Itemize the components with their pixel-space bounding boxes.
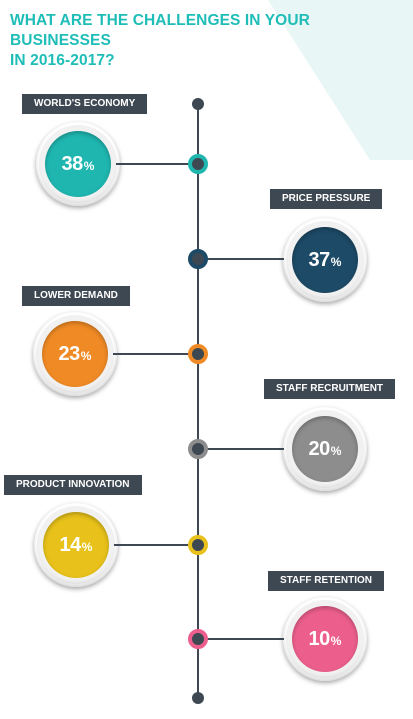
connector-staff-recruitment [206, 448, 284, 450]
challenge-circle-price-pressure: 37% [283, 218, 367, 302]
percentage-unit: % [330, 444, 342, 458]
percentage-disc: 23% [42, 321, 108, 387]
challenge-circle-lower-demand: 23% [33, 312, 117, 396]
timeline-line [197, 103, 199, 698]
connector-lower-demand [113, 353, 190, 355]
timeline-node-product-innovation [188, 535, 208, 555]
percentage-disc: 38% [45, 131, 111, 197]
timeline-node-staff-retention [188, 629, 208, 649]
percentage-unit: % [80, 349, 92, 363]
challenge-label-product-innovation: PRODUCT INNOVATION [4, 475, 142, 495]
percentage-value: 38 [61, 152, 84, 175]
timeline-node-lower-demand [188, 344, 208, 364]
timeline-node-price-pressure [188, 249, 208, 269]
percentage-value: 20 [308, 437, 331, 460]
challenge-label-staff-recruitment: STAFF RECRUITMENT [264, 379, 396, 399]
timeline-node-worlds-economy [188, 154, 208, 174]
percentage-disc: 37% [292, 227, 358, 293]
challenge-label-price-pressure: PRICE PRESSURE [270, 189, 383, 209]
percentage-unit: % [330, 634, 342, 648]
connector-staff-retention [206, 638, 284, 640]
background-accent-polygon [268, 0, 413, 160]
percentage-unit: % [330, 255, 342, 269]
page-title: WHAT ARE THE CHALLENGES IN YOUR BUSINESS… [10, 11, 405, 71]
challenge-circle-product-innovation: 14% [34, 503, 118, 587]
connector-price-pressure [206, 258, 284, 260]
timeline-start-dot [192, 98, 204, 110]
timeline-end-dot [192, 692, 204, 704]
title-line-2: IN 2016-2017? [10, 52, 115, 69]
percentage-unit: % [83, 159, 95, 173]
percentage-disc: 20% [292, 416, 358, 482]
challenge-label-staff-retention: STAFF RETENTION [268, 571, 385, 591]
challenge-circle-worlds-economy: 38% [36, 122, 120, 206]
title-line-1: WHAT ARE THE CHALLENGES IN YOUR BUSINESS… [10, 12, 310, 49]
connector-product-innovation [114, 544, 190, 546]
challenge-circle-staff-recruitment: 20% [283, 407, 367, 491]
timeline-node-staff-recruitment [188, 439, 208, 459]
connector-worlds-economy [116, 163, 190, 165]
percentage-value: 10 [308, 627, 331, 650]
percentage-value: 23 [58, 342, 81, 365]
percentage-unit: % [81, 540, 93, 554]
percentage-value: 37 [308, 248, 331, 271]
challenge-label-lower-demand: LOWER DEMAND [22, 286, 130, 306]
challenge-label-worlds-economy: WORLD'S ECONOMY [22, 94, 148, 114]
percentage-disc: 14% [43, 512, 109, 578]
challenge-circle-staff-retention: 10% [283, 597, 367, 681]
percentage-disc: 10% [292, 606, 358, 672]
percentage-value: 14 [59, 533, 82, 556]
